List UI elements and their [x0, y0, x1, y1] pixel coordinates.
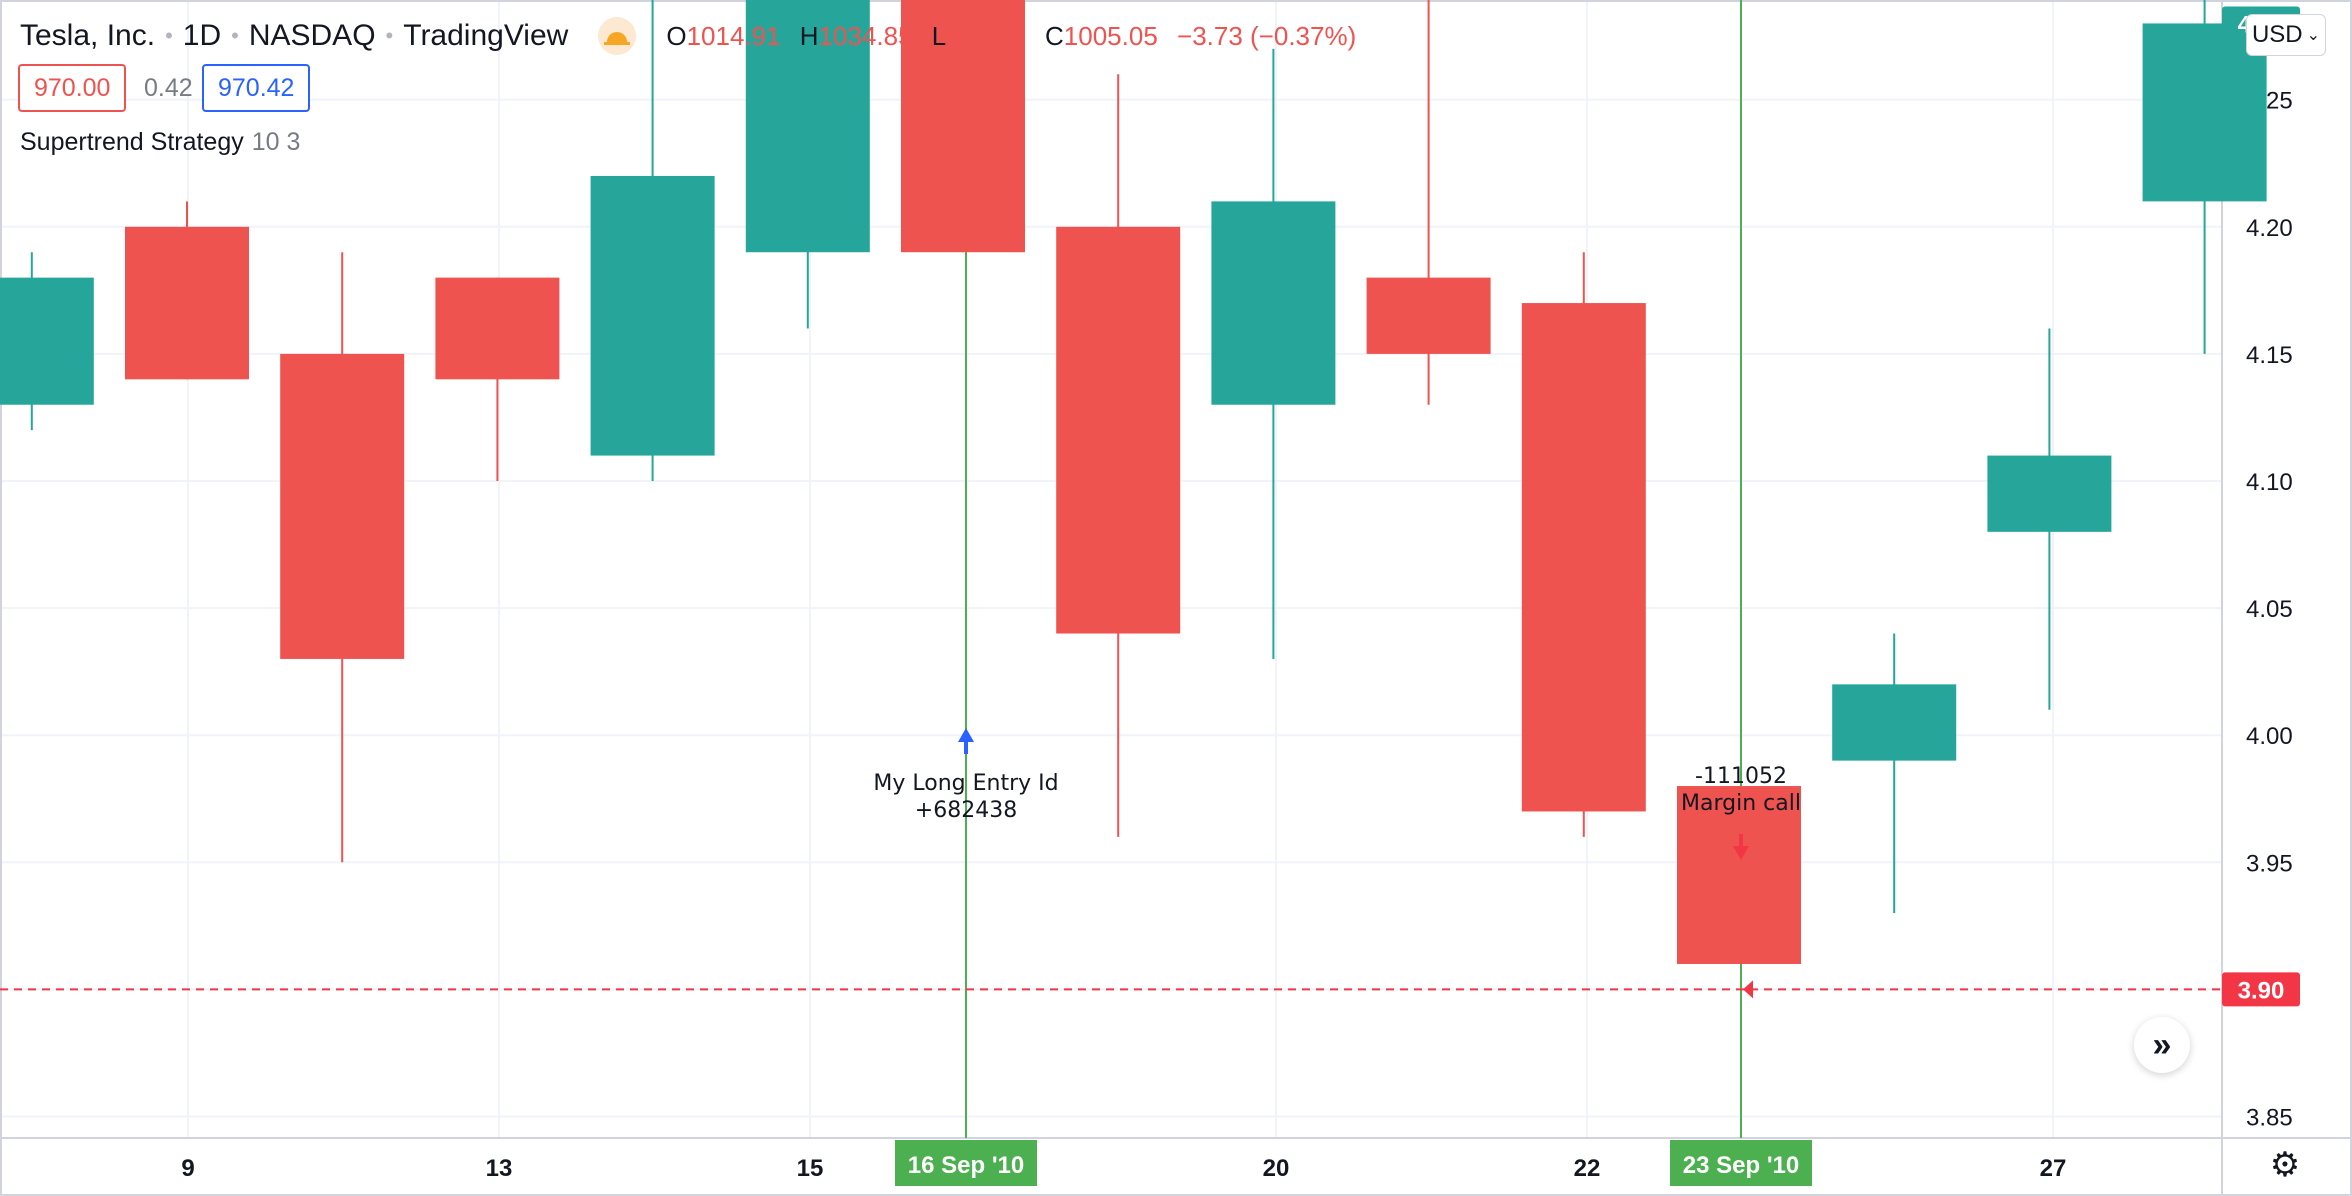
- candle-up[interactable]: [590, 175, 715, 456]
- symbol-legend[interactable]: Tesla, Inc. • 1D • NASDAQ • TradingView …: [20, 12, 1368, 60]
- currency-label: USD: [2251, 21, 2303, 48]
- indicator-name[interactable]: Supertrend Strategy: [20, 128, 244, 156]
- entry-order-label: My Long Entry Id: [873, 771, 1058, 796]
- high-label: H: [799, 20, 819, 51]
- y-tick-label: 4.05: [2246, 596, 2293, 623]
- provider-label: TradingView: [403, 19, 569, 52]
- double-chevron-right-icon: »: [2152, 1025, 2172, 1064]
- y-tick-label: 4.15: [2246, 342, 2293, 369]
- entry-profit-label: +682438: [915, 798, 1017, 823]
- candle-up[interactable]: [0, 277, 94, 405]
- arrow-up-icon: [958, 728, 974, 754]
- x-tick-label: 9: [181, 1155, 194, 1182]
- entry-date-label: 16 Sep '10: [908, 1152, 1024, 1179]
- exit-price-tag: 3.90: [2238, 977, 2285, 1004]
- y-tick-label: 3.95: [2246, 850, 2293, 877]
- candle-up[interactable]: [1832, 684, 1957, 761]
- exit-triangle: [1743, 980, 1753, 999]
- candle-down[interactable]: [1366, 277, 1491, 354]
- close-label: C: [1045, 20, 1064, 51]
- entry-date-label-bg: [895, 1140, 1037, 1186]
- x-tick-label: 15: [797, 1155, 824, 1182]
- sell-price[interactable]: 970.00: [18, 64, 127, 112]
- change-value: −3.73 (−0.37%): [1177, 20, 1357, 51]
- open-label: O: [666, 20, 687, 51]
- x-tick-label: 13: [486, 1155, 513, 1182]
- buy-price[interactable]: 970.42: [202, 64, 311, 112]
- close-value: 1005.05: [1063, 20, 1158, 51]
- candle-down[interactable]: [125, 226, 249, 380]
- high-value: 1034.85: [818, 20, 913, 51]
- exchange-label: NASDAQ: [248, 19, 376, 52]
- separator-dot: •: [231, 23, 239, 48]
- candle-down[interactable]: [280, 353, 405, 659]
- candle-up[interactable]: [1211, 201, 1336, 405]
- ohlc-values: O1014.91 H1034.85 L994.00 C1005.05 −3.73…: [666, 21, 1368, 52]
- low-label: L: [931, 20, 947, 51]
- separator-dot: •: [165, 23, 173, 48]
- x-tick-label: 27: [2040, 1155, 2067, 1182]
- buy-price-box[interactable]: 970.42: [202, 64, 311, 112]
- indicator-legend[interactable]: Supertrend Strategy 10 3: [20, 128, 300, 157]
- currency-button[interactable]: USD ⌄: [2246, 14, 2326, 56]
- y-tick-label: 4.10: [2246, 469, 2293, 496]
- scroll-to-realtime-button[interactable]: »: [2134, 1017, 2190, 1073]
- candle-up[interactable]: [2142, 23, 2267, 202]
- symbol-name[interactable]: Tesla, Inc.: [20, 19, 156, 52]
- x-tick-label: 22: [1574, 1155, 1601, 1182]
- open-value: 1014.91: [686, 20, 781, 51]
- low-value: 994.00: [946, 20, 1026, 51]
- candle-down[interactable]: [1677, 786, 1801, 964]
- candle-down[interactable]: [1056, 226, 1181, 634]
- y-tick-label: 3.85: [2246, 1105, 2293, 1132]
- sun-icon: [598, 17, 637, 55]
- arrow-down-icon: [1733, 834, 1749, 860]
- exit-date-label-bg: [1670, 1140, 1812, 1186]
- spread-value: 0.42: [144, 73, 193, 102]
- indicator-params: 10 3: [251, 128, 301, 156]
- spread-box: 0.42: [144, 64, 193, 112]
- candle-down[interactable]: [901, 0, 1025, 253]
- y-tick-label: 4.20: [2246, 215, 2293, 242]
- exit-price-tag-bg: [2222, 972, 2300, 1007]
- chevron-down-icon: ⌄: [2306, 27, 2321, 44]
- candle-up[interactable]: [745, 0, 870, 253]
- y-tick-label: 4.00: [2246, 723, 2293, 750]
- x-tick-label: 20: [1263, 1155, 1290, 1182]
- separator-dot: •: [385, 23, 394, 48]
- exit-date-label: 23 Sep '10: [1683, 1152, 1799, 1179]
- interval-label[interactable]: 1D: [182, 19, 222, 52]
- sell-price-box[interactable]: 970.00: [18, 64, 127, 112]
- exit-profit-label: -111052: [1695, 764, 1787, 789]
- exit-order-label: Margin call: [1681, 791, 1801, 816]
- candle-down[interactable]: [435, 277, 560, 380]
- gear-icon[interactable]: ⚙: [2269, 1146, 2301, 1184]
- candle-up[interactable]: [1987, 455, 2112, 532]
- candle-down[interactable]: [1521, 303, 1646, 812]
